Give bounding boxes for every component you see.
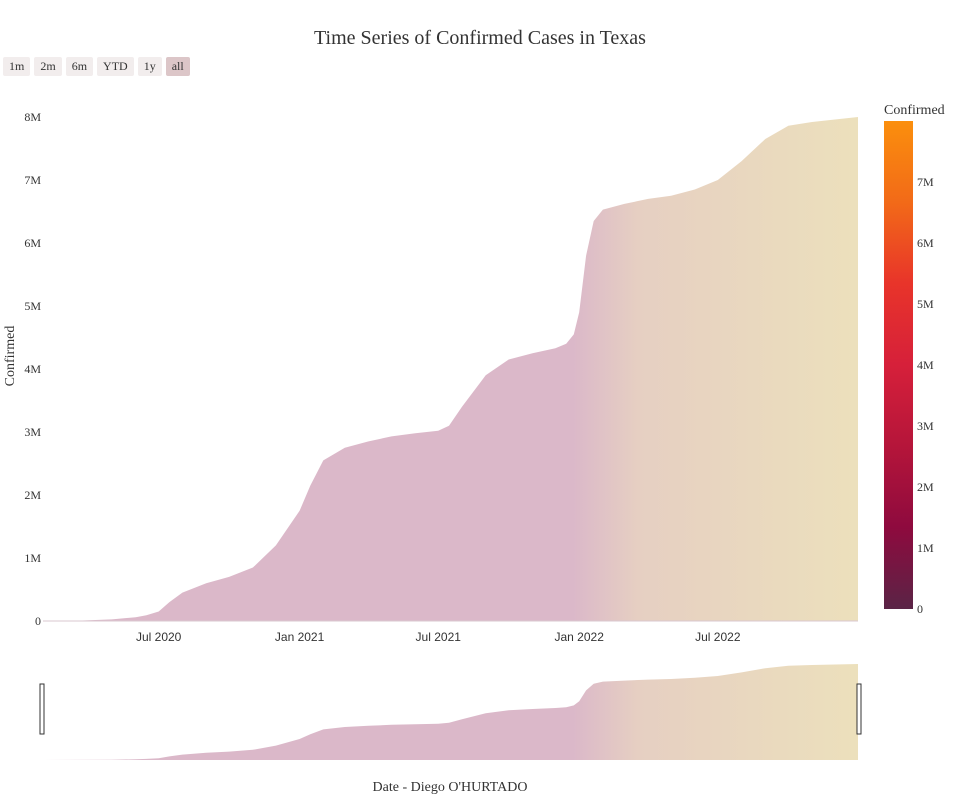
colorbar: Confirmed 0 1M 2M 3M 4M 5M 6M 7M	[884, 103, 945, 616]
main-plot[interactable]	[43, 117, 858, 622]
x-tick-label: Jan 2022	[554, 630, 604, 644]
range-button-2m[interactable]: 2m	[34, 57, 62, 76]
x-axis: Jul 2020 Jan 2021 Jul 2021 Jan 2022 Jul 2022	[136, 630, 741, 644]
y-tick-label: 3M	[24, 425, 41, 439]
y-tick-label: 1M	[24, 551, 41, 565]
colorbar-gradient	[884, 121, 913, 609]
chart-title: Time Series of Confirmed Cases in Texas	[314, 27, 646, 49]
y-axis-title: Confirmed	[3, 326, 18, 387]
range-button-6m[interactable]: 6m	[65, 57, 94, 76]
x-tick-label: Jan 2021	[275, 630, 325, 644]
y-tick-label: 6M	[24, 236, 41, 250]
x-tick-label: Jul 2022	[695, 630, 741, 644]
range-slider-area	[43, 664, 858, 760]
colorbar-tick-label: 5M	[917, 297, 934, 311]
range-slider-right-handle[interactable]	[856, 683, 862, 735]
y-tick-label: 2M	[24, 488, 41, 502]
range-button-1y[interactable]: 1y	[137, 57, 162, 76]
range-button-all[interactable]: all	[165, 57, 190, 76]
colorbar-tick-label: 6M	[917, 236, 934, 250]
colorbar-tick-label: 4M	[917, 358, 934, 372]
y-tick-label: 4M	[24, 362, 41, 376]
y-tick-label: 5M	[24, 299, 41, 313]
range-button-ytd[interactable]: YTD	[97, 57, 134, 76]
series-area-confirmed[interactable]	[43, 117, 858, 621]
y-axis: 0 1M 2M 3M 4M 5M 6M 7M 8M	[24, 110, 41, 628]
colorbar-title: Confirmed	[884, 103, 945, 118]
colorbar-tick-label: 1M	[917, 541, 934, 555]
y-tick-label: 0	[35, 614, 41, 628]
range-button-1m[interactable]: 1m	[3, 57, 31, 76]
range-selector: 1m 2m 6m YTD 1y all	[3, 57, 190, 76]
colorbar-tick-label: 0	[917, 602, 923, 616]
colorbar-tick-label: 7M	[917, 175, 934, 189]
x-axis-title: Date - Diego O'HURTADO	[373, 780, 528, 795]
x-tick-label: Jul 2021	[416, 630, 462, 644]
y-tick-label: 8M	[24, 110, 41, 124]
x-tick-label: Jul 2020	[136, 630, 182, 644]
colorbar-tick-label: 2M	[917, 480, 934, 494]
range-slider[interactable]	[39, 664, 862, 760]
y-tick-label: 7M	[24, 173, 41, 187]
colorbar-tick-label: 3M	[917, 419, 934, 433]
range-slider-left-handle[interactable]	[39, 683, 45, 735]
